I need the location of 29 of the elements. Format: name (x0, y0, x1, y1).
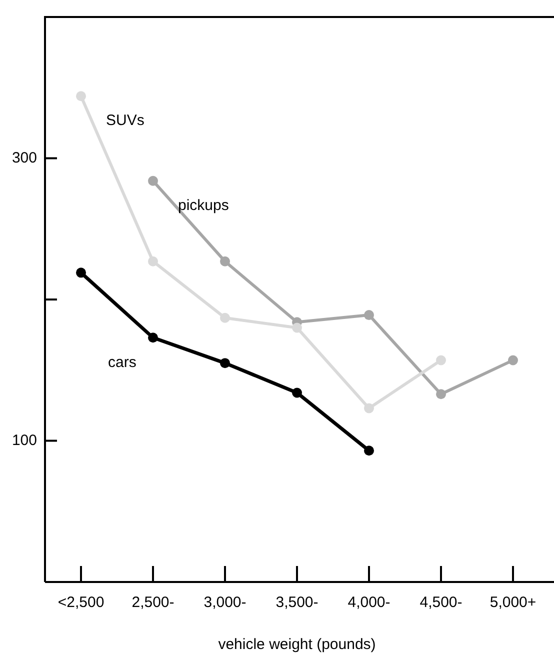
point (76, 91, 86, 102)
series-label: cars (108, 354, 136, 371)
point (220, 358, 230, 368)
y-tick-label: 300 (12, 149, 37, 166)
x-tick-label: 3,500- (276, 594, 318, 612)
point (148, 332, 158, 343)
point (364, 310, 374, 320)
point (220, 256, 230, 266)
y-tick-label: 100 (12, 432, 37, 449)
point (364, 446, 374, 456)
point (436, 355, 446, 366)
point (292, 322, 302, 333)
series-label: SUVs (106, 112, 144, 130)
point (436, 389, 446, 400)
x-tick-label: 5,000+ (490, 594, 536, 612)
point (76, 268, 86, 278)
x-tick-label: 3,000- (204, 594, 246, 612)
point (148, 176, 158, 186)
point (292, 388, 302, 398)
x-tick-label: 4,500- (420, 594, 462, 612)
x-tick-label: <2,500 (58, 594, 104, 612)
point (220, 312, 230, 323)
x-axis-title: vehicle weight (pounds) (218, 636, 376, 654)
series-label: pickups (178, 196, 229, 214)
x-tick-label: 4,000- (348, 594, 390, 612)
point (508, 355, 518, 366)
point (364, 403, 374, 414)
x-tick-label: 2,500- (132, 594, 174, 612)
point (148, 256, 158, 266)
